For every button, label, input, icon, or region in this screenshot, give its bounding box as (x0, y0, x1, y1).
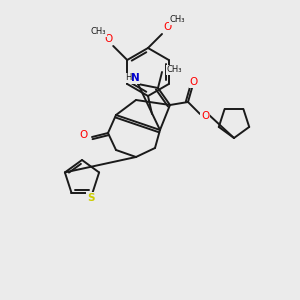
Text: O: O (201, 111, 209, 121)
Text: S: S (87, 193, 94, 202)
Text: CH₃: CH₃ (91, 28, 106, 37)
Text: O: O (104, 34, 112, 44)
Text: N: N (130, 73, 140, 83)
Text: CH₃: CH₃ (169, 16, 185, 25)
Text: H: H (125, 74, 131, 82)
Text: O: O (190, 77, 198, 87)
Text: O: O (163, 22, 171, 32)
Text: CH₃: CH₃ (166, 65, 182, 74)
Text: O: O (80, 130, 88, 140)
